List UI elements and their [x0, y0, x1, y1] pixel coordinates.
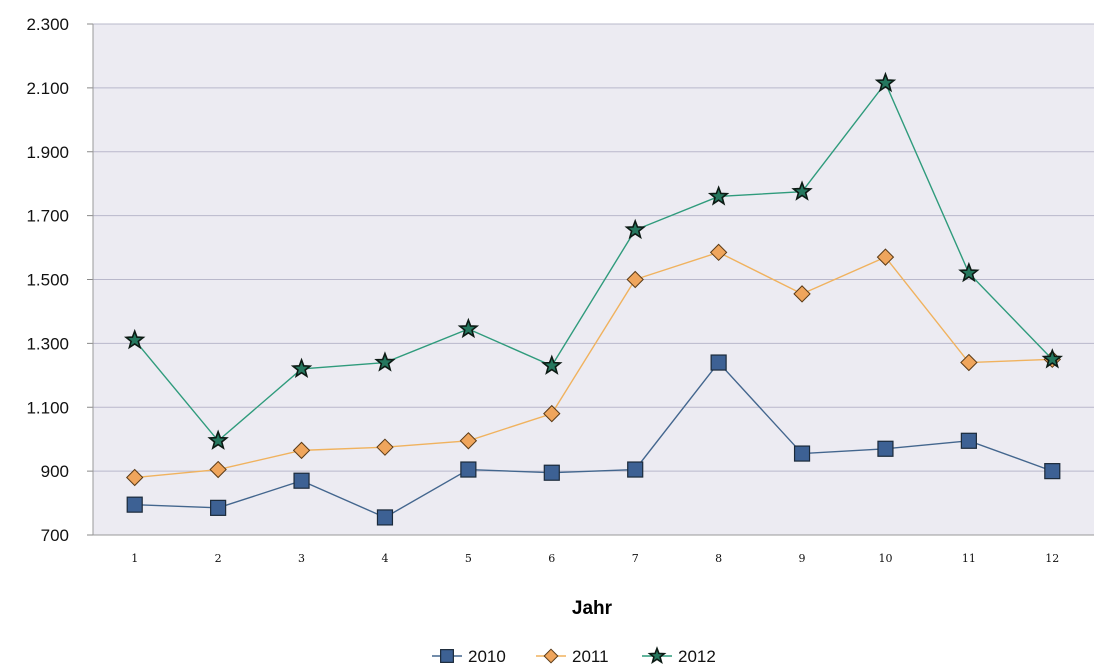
- data-point-2011: [459, 432, 478, 450]
- data-point-2012: [624, 218, 646, 240]
- x-axis-title: Jahr: [572, 598, 613, 619]
- data-point-2011: [960, 353, 978, 372]
- data-point-2011: [709, 243, 728, 262]
- data-point-2011: [292, 441, 311, 460]
- legend-item-2010: 2010: [432, 647, 506, 666]
- data-point-2010: [376, 509, 394, 526]
- legend-marker: [543, 648, 559, 664]
- data-point-2012: [123, 328, 146, 350]
- series-2011: [126, 243, 1061, 487]
- y-tick-label: 1.900: [26, 143, 69, 162]
- x-tick-label: 2: [215, 552, 222, 565]
- x-tick-label: 9: [799, 552, 806, 565]
- x-tick-label: 7: [632, 552, 639, 565]
- legend-item-2012: 2012: [642, 646, 716, 666]
- data-point-2010: [710, 354, 727, 371]
- data-point-2012: [791, 180, 813, 201]
- legend-item-2011: 2011: [536, 647, 609, 666]
- y-tick-label: 700: [41, 526, 69, 545]
- x-tick-label: 8: [715, 552, 722, 565]
- legend: 2010 2011 2012: [432, 646, 716, 666]
- data-point-2011: [543, 404, 561, 423]
- series-line-2011: [134, 251, 1053, 479]
- y-tick-label: 1.700: [26, 207, 69, 226]
- x-tick-label: 1: [131, 552, 138, 565]
- data-point-2012: [207, 429, 229, 450]
- data-point-2011: [209, 460, 227, 479]
- legend-label: 2010: [468, 647, 506, 666]
- data-point-2010: [627, 461, 644, 478]
- data-point-2011: [876, 248, 895, 266]
- x-tick-label: 3: [298, 552, 305, 565]
- legend-marker: [440, 649, 454, 663]
- y-tick-label: 2.300: [26, 15, 69, 34]
- data-point-2010: [293, 472, 310, 489]
- legend-label: 2011: [572, 647, 609, 666]
- x-tick-label: 4: [381, 552, 388, 565]
- y-tick-label: 1.500: [26, 271, 69, 290]
- data-point-2010: [460, 461, 477, 478]
- data-point-2012: [457, 317, 480, 339]
- y-tick-label: 900: [41, 462, 69, 481]
- y-tick-label: 1.100: [26, 398, 69, 417]
- x-tick-label: 10: [878, 552, 892, 565]
- data-point-2010: [960, 432, 977, 449]
- data-point-2011: [626, 270, 644, 289]
- data-point-2010: [1044, 463, 1061, 480]
- data-point-2010: [126, 496, 143, 513]
- x-tick-label: 11: [962, 552, 976, 565]
- series-2012: [123, 71, 1064, 450]
- x-tick-label: 6: [548, 552, 555, 565]
- x-tick-label: 12: [1045, 552, 1059, 565]
- data-point-2010: [210, 499, 227, 516]
- data-point-2012: [874, 71, 897, 93]
- y-tick-label: 1.300: [26, 334, 69, 353]
- data-point-2012: [541, 354, 563, 375]
- legend-marker: [647, 646, 667, 665]
- legend-label: 2012: [678, 647, 716, 666]
- data-point-2011: [793, 285, 811, 303]
- data-point-2012: [290, 357, 313, 379]
- data-point-2012: [374, 351, 396, 372]
- data-point-2012: [958, 261, 980, 283]
- data-point-2011: [126, 468, 144, 487]
- data-point-2010: [543, 464, 560, 481]
- data-point-2011: [376, 438, 394, 456]
- data-point-2012: [1041, 348, 1064, 369]
- series-line-2012: [134, 81, 1053, 442]
- series-line-2010: [134, 361, 1053, 519]
- y-tick-label: 2.100: [26, 79, 69, 98]
- data-point-2012: [707, 185, 730, 206]
- data-point-2010: [877, 440, 894, 457]
- series-2010: [126, 354, 1061, 526]
- x-tick-label: 5: [465, 552, 472, 565]
- data-point-2010: [793, 445, 811, 462]
